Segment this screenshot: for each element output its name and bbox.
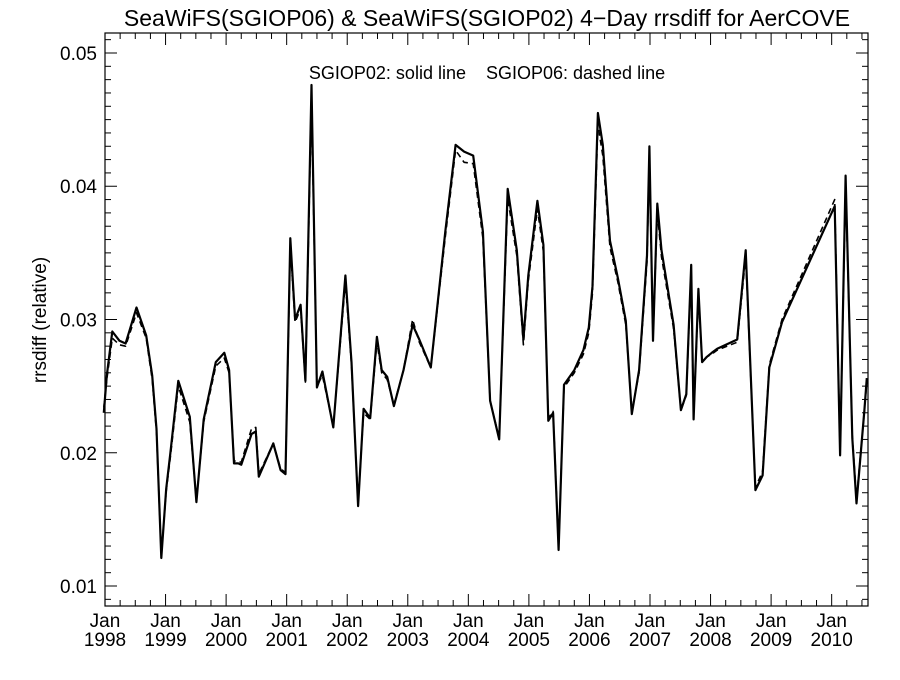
x-tick-label-month: Jan <box>816 611 847 632</box>
series-line-sgiop06 <box>103 97 868 557</box>
x-tick-label-month: Jan <box>150 611 181 632</box>
y-tick-label: 0.03 <box>60 311 97 332</box>
chart-title: SeaWiFS(SGIOP06) & SeaWiFS(SGIOP02) 4−Da… <box>124 5 850 31</box>
x-tick-label-month: Jan <box>332 611 363 632</box>
x-tick-label-month: Jan <box>90 611 121 632</box>
x-tick-label-month: Jan <box>211 611 242 632</box>
x-tick-label-year: 2005 <box>508 630 550 651</box>
x-tick-label-month: Jan <box>574 611 605 632</box>
x-tick-label-year: 2006 <box>568 630 610 651</box>
x-tick-label-month: Jan <box>635 611 666 632</box>
x-tick-label-month: Jan <box>453 611 484 632</box>
y-tick-label: 0.05 <box>60 44 97 65</box>
y-tick-label: 0.02 <box>60 444 97 465</box>
x-tick-label-year: 2000 <box>205 630 247 651</box>
x-tick-label-year: 2007 <box>629 630 671 651</box>
x-tick-label-month: Jan <box>392 611 423 632</box>
x-tick-label-month: Jan <box>756 611 787 632</box>
x-tick-label-year: 2004 <box>447 630 490 651</box>
series-line-sgiop02 <box>102 83 868 560</box>
y-axis-label: rrsdiff (relative) <box>30 257 51 383</box>
x-tick-label-year: 1999 <box>144 630 186 651</box>
x-tick-label-year: 2002 <box>326 630 368 651</box>
x-tick-label-year: 1998 <box>84 630 126 651</box>
y-tick-label: 0.01 <box>60 577 97 598</box>
x-tick-label-year: 2008 <box>689 630 731 651</box>
x-tick-label-year: 2009 <box>750 630 792 651</box>
x-tick-label-year: 2003 <box>387 630 429 651</box>
legend-annotation: SGIOP02: solid line SGIOP06: dashed line <box>309 63 665 83</box>
y-tick-label: 0.04 <box>60 177 97 198</box>
x-tick-label-month: Jan <box>695 611 726 632</box>
x-tick-label-month: Jan <box>514 611 545 632</box>
x-tick-label-year: 2010 <box>811 630 853 651</box>
axis-ticks: 0.010.020.030.040.05Jan1998Jan1999Jan200… <box>60 33 868 651</box>
x-tick-label-month: Jan <box>271 611 302 632</box>
x-tick-label-year: 2001 <box>266 630 308 651</box>
series-layer <box>102 83 868 560</box>
